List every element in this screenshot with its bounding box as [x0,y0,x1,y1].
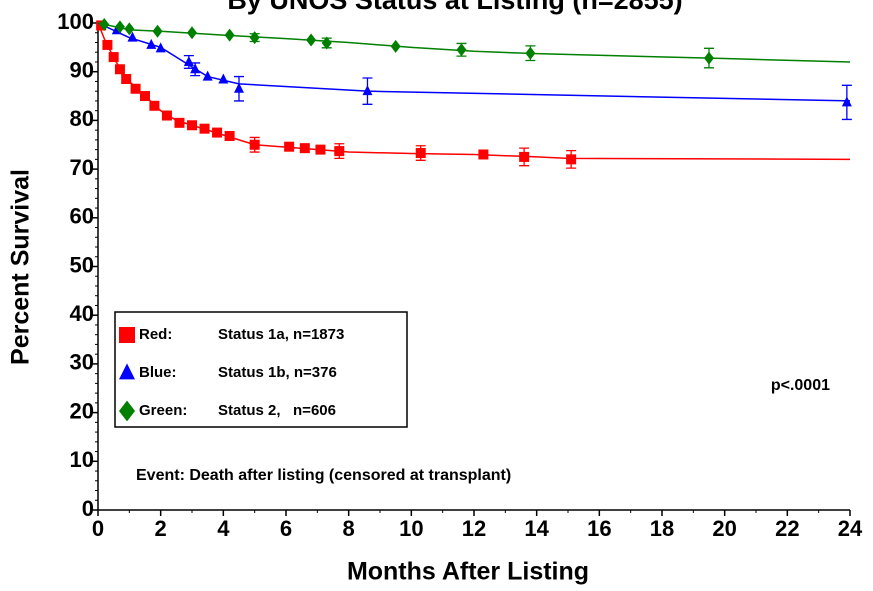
marker [478,149,489,160]
marker [284,141,295,152]
marker [299,143,310,154]
x-tick-label: 8 [343,516,355,541]
survival-curve [97,22,851,63]
marker [146,38,157,49]
x-tick-label: 2 [155,516,167,541]
marker [114,64,125,75]
marker [234,82,244,93]
legend-marker [119,363,135,380]
marker [525,46,536,60]
marker [190,63,201,74]
marker [390,39,401,53]
x-tick-label: 6 [280,516,292,541]
marker [456,43,467,57]
marker [199,123,210,134]
x-tick-label: 18 [650,516,674,541]
marker [102,39,113,50]
legend-text: Status 1b, n=376 [218,364,337,381]
marker [315,144,326,155]
marker [121,74,132,85]
x-tick-label: 0 [92,516,104,541]
x-tick-label: 4 [217,516,230,541]
x-tick-label: 20 [712,516,736,541]
marker [704,51,714,65]
marker [130,83,141,94]
y-tick-label: 100 [57,9,94,34]
marker [99,17,110,31]
legend-text: Status 2, n=606 [218,402,336,419]
y-tick-label: 80 [70,106,94,131]
x-axis-label: Months After Listing [347,558,589,586]
marker [140,91,150,102]
x-tick-label: 12 [462,516,486,541]
marker [149,100,160,111]
marker [202,70,213,81]
marker [249,31,260,45]
marker [174,117,185,128]
legend-label: Red: [139,326,172,343]
marker [108,52,119,63]
x-tick-label: 16 [587,516,611,541]
marker [224,28,235,42]
marker [124,22,135,36]
marker [321,36,332,50]
legend-text: Status 1a, n=1873 [218,326,344,343]
marker [415,148,426,159]
annotation: p<.0001 [771,377,830,394]
marker [841,96,852,107]
y-axis-label: Percent Survival [7,169,35,365]
marker [183,55,194,66]
marker [114,20,125,34]
legend-label: Green: [139,402,187,419]
marker [127,31,138,42]
x-tick-label: 24 [838,516,863,541]
legend-box [114,311,408,428]
y-tick-label: 40 [70,301,94,326]
marker [224,130,235,141]
annotation: Event: Death after listing (censored at … [136,467,511,484]
legend-marker [119,327,135,343]
marker [155,42,166,53]
y-tick-label: 0 [82,496,94,521]
marker [306,33,317,47]
x-tick-label: 14 [524,516,549,541]
marker [218,73,229,84]
legend-marker [119,400,135,422]
marker [566,154,577,165]
x-tick-label: 10 [399,516,423,541]
marker [362,85,373,96]
marker [519,151,530,162]
marker [334,146,345,157]
y-tick-label: 20 [70,398,94,423]
legend-label: Blue: [139,364,177,381]
marker [187,120,197,131]
chart-title: By UNOS Status at Listing (n=2855) [227,0,682,15]
marker [212,127,223,138]
y-tick-label: 60 [70,204,94,229]
marker [152,24,163,38]
survival-curve [97,22,851,161]
y-tick-label: 10 [70,447,94,472]
marker [187,26,197,40]
marker [161,110,172,121]
marker [249,139,260,150]
y-tick-label: 90 [70,58,94,83]
y-tick-label: 70 [70,155,94,180]
y-tick-label: 30 [70,350,94,375]
x-tick-label: 22 [775,516,799,541]
y-tick-label: 50 [70,252,94,277]
